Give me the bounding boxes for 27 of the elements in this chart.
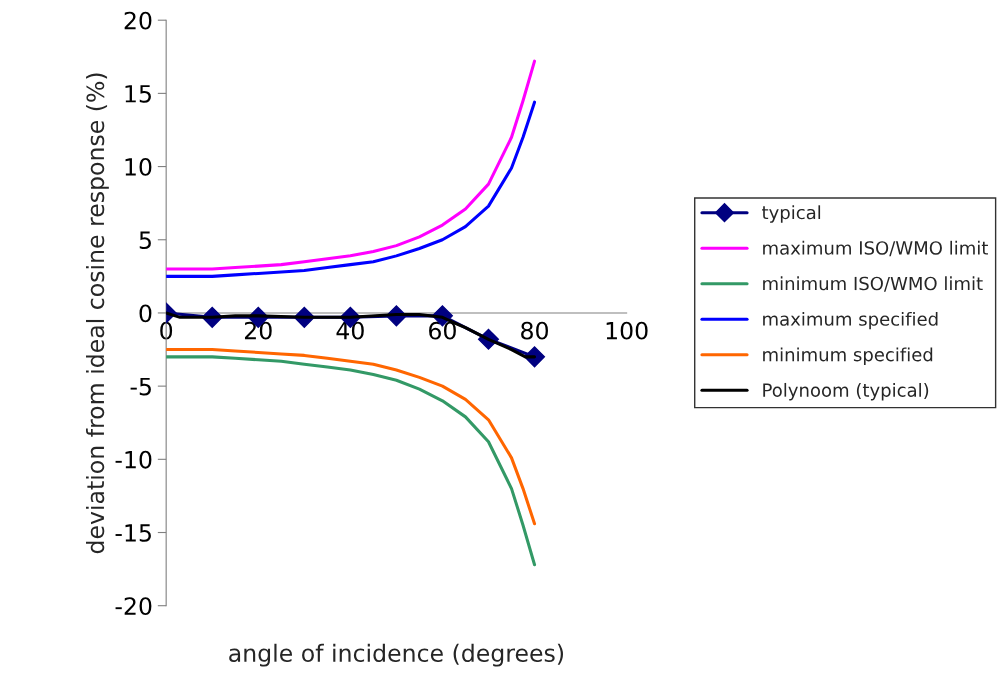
legend-label: minimum ISO/WMO limit	[763, 276, 983, 292]
line-series	[166, 348, 537, 526]
legend-label: maximum ISO/WMO limit	[763, 240, 988, 257]
line-series	[166, 59, 537, 271]
y-axis-title: deviation from ideal cosine response (%)	[86, 73, 109, 554]
y-tick-label: -15	[115, 524, 151, 542]
y-tick-label: 5	[139, 231, 151, 250]
line-series	[166, 355, 537, 567]
y-tick-label: -10	[115, 450, 152, 469]
x-tick-label: 0	[160, 321, 173, 340]
legend-label: Polynoom (typical)	[763, 382, 929, 401]
x-tick-label: 20	[244, 321, 272, 340]
y-tick-label: 15	[125, 85, 151, 103]
y-tick-label: 0	[139, 304, 152, 323]
y-tick-label: -20	[115, 597, 152, 616]
x-tick-label: 100	[606, 321, 648, 340]
x-tick-label: 40	[336, 321, 364, 340]
legend-label: minimum specified	[763, 347, 933, 365]
x-tick-label: 60	[429, 321, 456, 340]
line-series	[166, 100, 537, 278]
y-tick-label: 20	[124, 11, 152, 30]
y-tick-label: 10	[125, 158, 152, 176]
legend-label: maximum specified	[763, 311, 938, 330]
y-tick-label: -5	[130, 377, 151, 396]
legend-label: typical	[762, 205, 821, 223]
x-tick-label: 80	[521, 321, 548, 340]
x-axis-title: angle of incidence (degrees)	[229, 643, 564, 667]
